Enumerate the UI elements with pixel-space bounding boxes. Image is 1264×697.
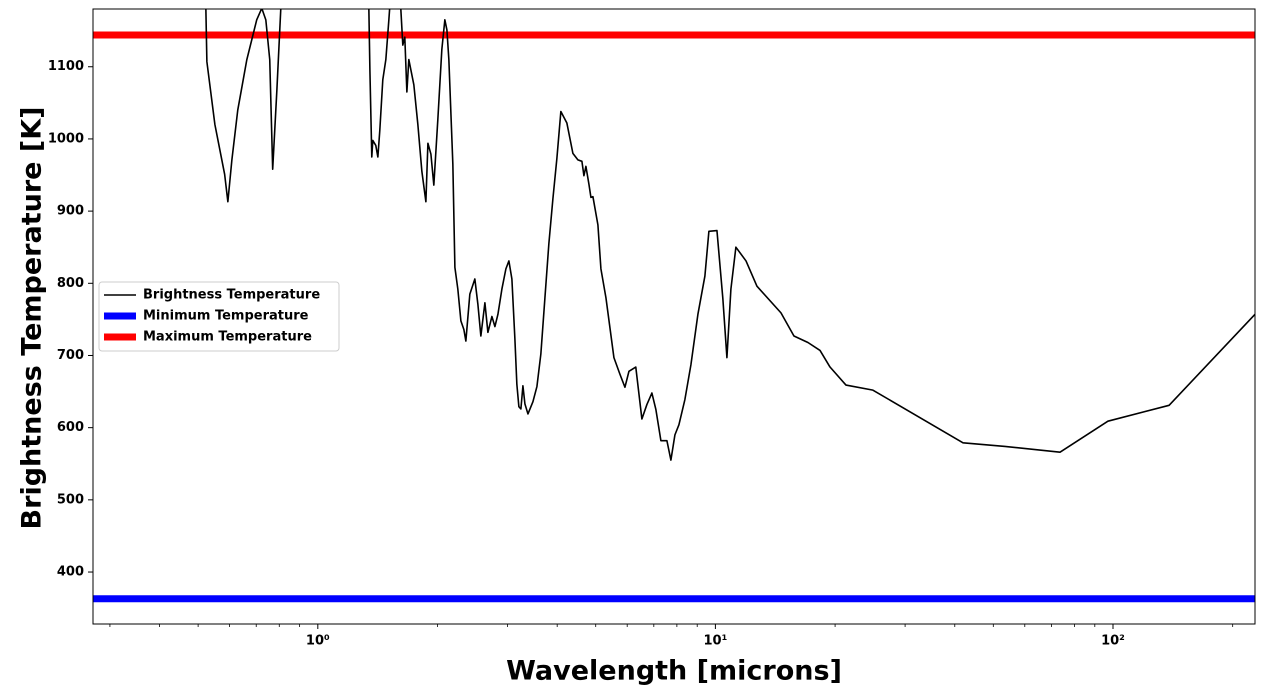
y-axis-label: Brightness Temperature [K] [17, 107, 48, 530]
legend-label: Brightness Temperature [143, 288, 320, 303]
x-tick-label: 10¹ [704, 634, 728, 649]
data-line [205, 9, 1255, 461]
y-tick-label: 500 [57, 492, 84, 507]
legend-label: Minimum Temperature [143, 309, 309, 324]
y-tick-label: 800 [57, 276, 84, 291]
y-tick-label: 900 [57, 204, 84, 219]
x-tick-label: 10⁰ [306, 634, 330, 649]
y-tick-label: 400 [57, 565, 84, 580]
legend-label: Maximum Temperature [143, 330, 312, 345]
y-tick-label: 700 [57, 348, 84, 363]
legend-box [98, 281, 340, 352]
y-tick-label: 1100 [48, 59, 84, 74]
plot-frame [92, 8, 1256, 625]
plot-area [93, 9, 1255, 603]
y-tick-label: 1000 [48, 131, 84, 146]
x-axis-label: Wavelength [microns] [506, 656, 842, 687]
x-tick-label: 10² [1101, 634, 1125, 649]
y-tick-label: 600 [57, 420, 84, 435]
